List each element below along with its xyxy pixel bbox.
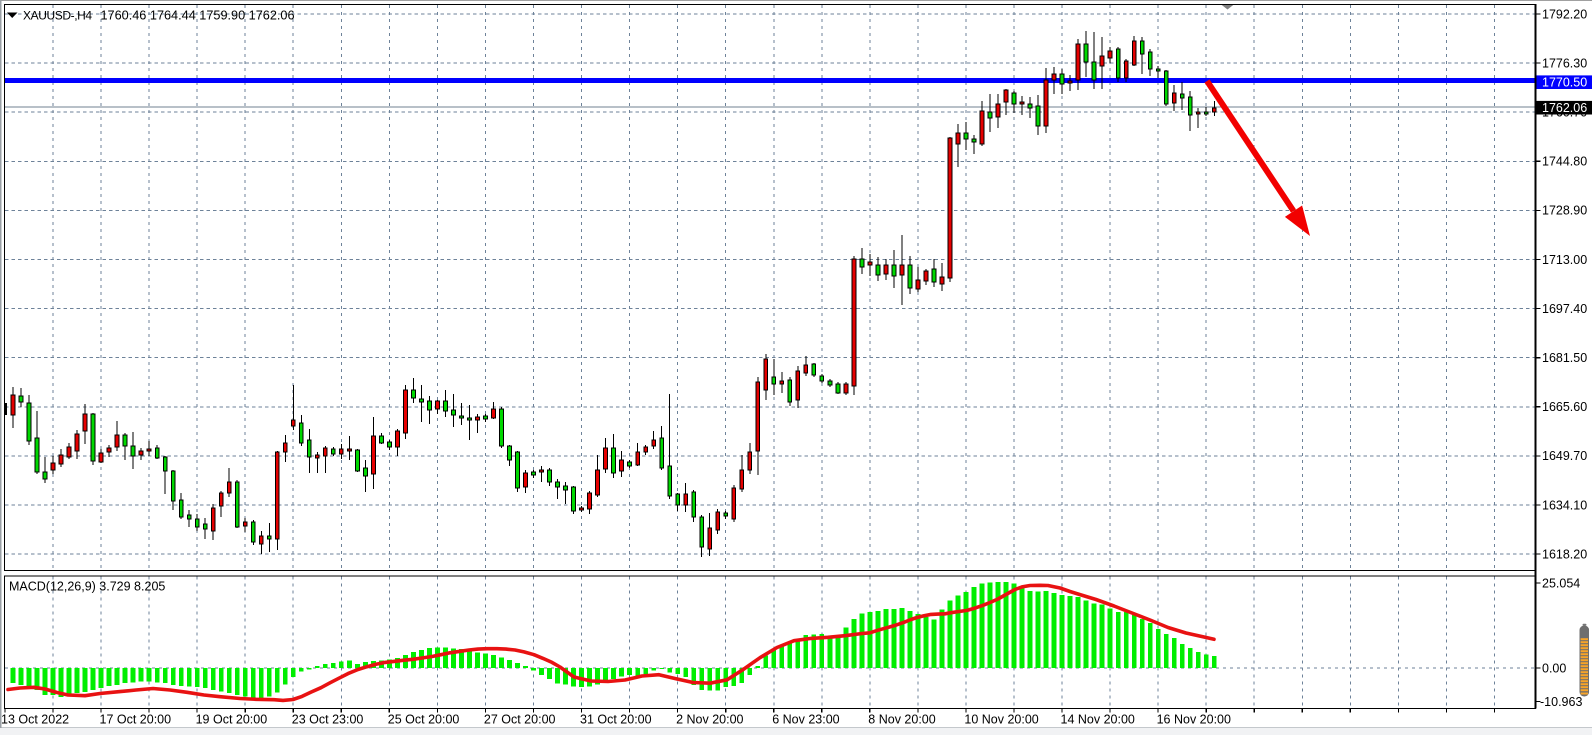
- svg-text:13 Oct 2022: 13 Oct 2022: [1, 713, 69, 727]
- svg-text:1776.30: 1776.30: [1542, 56, 1587, 70]
- svg-text:25.054: 25.054: [1542, 576, 1580, 590]
- svg-text:14 Nov 20:00: 14 Nov 20:00: [1061, 713, 1135, 727]
- svg-text:1770.50: 1770.50: [1542, 75, 1587, 89]
- svg-text:25 Oct 20:00: 25 Oct 20:00: [388, 713, 460, 727]
- svg-text:17 Oct 20:00: 17 Oct 20:00: [100, 713, 172, 727]
- svg-text:6 Nov 23:00: 6 Nov 23:00: [772, 713, 839, 727]
- svg-text:27 Oct 20:00: 27 Oct 20:00: [484, 713, 556, 727]
- svg-text:1762.06: 1762.06: [1542, 101, 1587, 115]
- svg-text:-10.963: -10.963: [1540, 695, 1582, 709]
- svg-text:1728.90: 1728.90: [1542, 204, 1587, 218]
- svg-text:31 Oct 20:00: 31 Oct 20:00: [580, 713, 652, 727]
- svg-text:2 Nov 20:00: 2 Nov 20:00: [676, 713, 743, 727]
- svg-text:1744.80: 1744.80: [1542, 155, 1587, 169]
- svg-text:0.00: 0.00: [1542, 661, 1566, 675]
- svg-text:10 Nov 20:00: 10 Nov 20:00: [964, 713, 1038, 727]
- svg-text:1713.00: 1713.00: [1542, 253, 1587, 267]
- svg-text:1649.70: 1649.70: [1542, 449, 1587, 463]
- svg-text:1618.20: 1618.20: [1542, 547, 1587, 561]
- svg-text:8 Nov 20:00: 8 Nov 20:00: [868, 713, 935, 727]
- svg-text:XAUUSD-,H4: XAUUSD-,H4: [23, 8, 92, 22]
- svg-text:23 Oct 23:00: 23 Oct 23:00: [292, 713, 364, 727]
- svg-text:1681.50: 1681.50: [1542, 351, 1587, 365]
- svg-text:MACD(12,26,9) 3.729 8.205: MACD(12,26,9) 3.729 8.205: [9, 579, 165, 593]
- svg-text:1634.10: 1634.10: [1542, 498, 1587, 512]
- svg-text:1792.20: 1792.20: [1542, 7, 1587, 21]
- svg-text:19 Oct 20:00: 19 Oct 20:00: [196, 713, 268, 727]
- svg-text:1697.40: 1697.40: [1542, 302, 1587, 316]
- svg-text:1665.60: 1665.60: [1542, 400, 1587, 414]
- svg-text:1760.46 1764.44 1759.90 1762.0: 1760.46 1764.44 1759.90 1762.06: [101, 8, 295, 22]
- svg-text:16 Nov 20:00: 16 Nov 20:00: [1157, 713, 1231, 727]
